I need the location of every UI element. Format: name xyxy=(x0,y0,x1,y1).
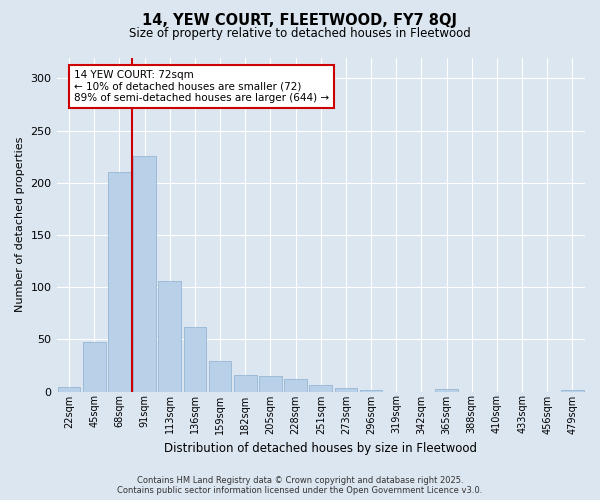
Bar xyxy=(209,361,232,392)
Bar xyxy=(360,390,382,392)
Bar xyxy=(284,379,307,392)
X-axis label: Distribution of detached houses by size in Fleetwood: Distribution of detached houses by size … xyxy=(164,442,477,455)
Text: 14, YEW COURT, FLEETWOOD, FY7 8QJ: 14, YEW COURT, FLEETWOOD, FY7 8QJ xyxy=(143,12,458,28)
Bar xyxy=(259,376,282,392)
Bar xyxy=(335,388,357,392)
Text: Size of property relative to detached houses in Fleetwood: Size of property relative to detached ho… xyxy=(129,28,471,40)
Bar xyxy=(184,327,206,392)
Bar xyxy=(83,342,106,392)
Text: Contains HM Land Registry data © Crown copyright and database right 2025.
Contai: Contains HM Land Registry data © Crown c… xyxy=(118,476,482,495)
Bar xyxy=(310,386,332,392)
Bar xyxy=(158,281,181,392)
Bar xyxy=(234,375,257,392)
Bar xyxy=(108,172,131,392)
Y-axis label: Number of detached properties: Number of detached properties xyxy=(15,137,25,312)
Bar xyxy=(435,390,458,392)
Bar xyxy=(58,388,80,392)
Bar xyxy=(561,390,584,392)
Bar xyxy=(133,156,156,392)
Text: 14 YEW COURT: 72sqm
← 10% of detached houses are smaller (72)
89% of semi-detach: 14 YEW COURT: 72sqm ← 10% of detached ho… xyxy=(74,70,329,103)
